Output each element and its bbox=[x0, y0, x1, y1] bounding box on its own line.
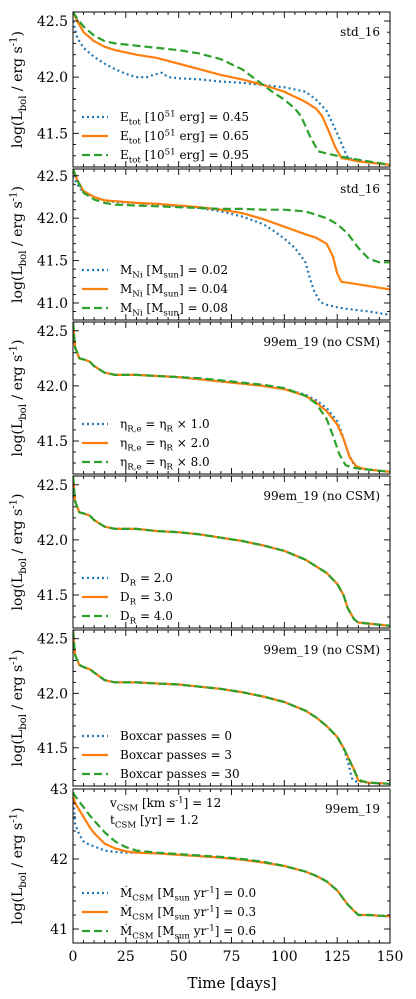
x-tick-label: 0 bbox=[69, 949, 78, 965]
y-tick-label: 43 bbox=[50, 782, 68, 798]
legend-label: MNi [Msun] = 0.08 bbox=[120, 301, 228, 319]
x-axis-label: Time [days] bbox=[187, 974, 276, 992]
y-tick-label: 42.5 bbox=[37, 478, 68, 494]
legend-label: ηR,e = ηR × 8.0 bbox=[120, 455, 210, 473]
y-tick-label: 42.0 bbox=[37, 211, 68, 227]
legend-label: Etot [1051 erg] = 0.95 bbox=[120, 147, 249, 165]
legend-label: DR = 2.0 bbox=[120, 571, 173, 589]
y-tick-label: 41.5 bbox=[37, 588, 68, 604]
panel-tag: 99em_19 (no CSM) bbox=[263, 489, 380, 503]
x-tick-label: 50 bbox=[170, 949, 188, 965]
y-tick-label: 42.5 bbox=[37, 14, 68, 30]
panel-6: 41 42 43 log(Lbol / erg s-1) 99em_19 vCSM [km… bbox=[9, 782, 404, 965]
y-axis-label: log(Lbol / erg s-1) bbox=[9, 494, 30, 611]
y-tick-label: 42.0 bbox=[37, 379, 68, 395]
y-tick-label: 42.5 bbox=[37, 169, 68, 185]
legend-label: ṀCSM [Msun yr-1] = 0.3 bbox=[120, 904, 256, 923]
legend-label: MNi [Msun] = 0.04 bbox=[120, 282, 228, 300]
y-tick-label: 42.5 bbox=[37, 324, 68, 340]
panel-tag: std_16 bbox=[340, 25, 380, 39]
series-line-orange bbox=[73, 12, 390, 166]
series-line-orange bbox=[73, 169, 390, 291]
y-tick-label: 41.5 bbox=[37, 254, 68, 270]
legend-label: ṀCSM [Msun yr-1] = 0.0 bbox=[120, 885, 256, 904]
legend-label: ṀCSM [Msun yr-1] = 0.6 bbox=[120, 923, 256, 942]
series-line-green bbox=[73, 630, 390, 785]
legend-label: Etot [1051 erg] = 0.65 bbox=[120, 128, 249, 146]
series-line-green bbox=[73, 12, 390, 166]
series-line-green bbox=[73, 476, 390, 627]
x-tick-label: 25 bbox=[117, 949, 135, 965]
y-axis-label: log(Lbol / erg s-1) bbox=[9, 340, 30, 457]
legend-label: Boxcar passes = 0 bbox=[120, 729, 232, 743]
x-tick-label: 100 bbox=[271, 949, 298, 965]
y-tick-label: 42 bbox=[50, 852, 68, 868]
annotation-text: vCSM [km s-1] = 12 bbox=[109, 795, 221, 813]
panel-tag: std_16 bbox=[340, 182, 380, 196]
panel-tag: 99em_19 (no CSM) bbox=[263, 643, 380, 657]
annotation-text: tCSM [yr] = 1.2 bbox=[110, 813, 199, 831]
y-tick-label: 42.5 bbox=[37, 632, 68, 648]
y-axis-label: log(Lbol / erg s-1) bbox=[9, 31, 30, 148]
y-tick-label: 42.0 bbox=[37, 533, 68, 549]
panel-2: 41.0 41.5 42.0 42.5 log(Lbol / erg s-1) std_1… bbox=[9, 168, 391, 321]
series-line-green bbox=[73, 322, 390, 473]
y-axis-label: log(Lbol / erg s-1) bbox=[9, 186, 30, 303]
y-axis-label: log(Lbol / erg s-1) bbox=[9, 650, 30, 767]
legend-label: Boxcar passes = 30 bbox=[120, 767, 240, 781]
x-tick-label: 150 bbox=[377, 949, 404, 965]
panel-5: 41.5 42.0 42.5 log(Lbol / erg s-1) 99em_19 (… bbox=[9, 629, 391, 787]
panel-tag: 99em_19 bbox=[325, 802, 380, 816]
y-tick-label: 41.5 bbox=[37, 126, 68, 142]
panel-1: 41.5 42.0 42.5 log(Lbol / erg s-1) std_16 Eto… bbox=[9, 11, 391, 168]
legend-label: Boxcar passes = 3 bbox=[120, 748, 232, 762]
y-axis-label: log(Lbol / erg s-1) bbox=[9, 808, 30, 925]
y-tick-label: 41 bbox=[50, 922, 68, 938]
y-tick-label: 41.5 bbox=[37, 434, 68, 450]
series-line-blue bbox=[73, 20, 390, 166]
y-tick-label: 42.0 bbox=[37, 70, 68, 86]
y-tick-label: 41.0 bbox=[37, 296, 68, 312]
series-line-green bbox=[73, 791, 390, 918]
x-tick-label: 75 bbox=[223, 949, 241, 965]
y-tick-label: 41.5 bbox=[37, 741, 68, 757]
panel-tag: 99em_19 (no CSM) bbox=[263, 335, 380, 349]
legend-label: ηR,e = ηR × 1.0 bbox=[120, 417, 210, 435]
legend-label: DR = 3.0 bbox=[120, 590, 173, 608]
panel-4: 41.5 42.0 42.5 log(Lbol / erg s-1) 99em_19 (… bbox=[9, 475, 391, 629]
panel-3: 41.5 42.0 42.5 log(Lbol / erg s-1) 99em_19 (… bbox=[9, 321, 391, 475]
legend-label: MNi [Msun] = 0.02 bbox=[120, 263, 228, 281]
legend-label: Etot [1051 erg] = 0.45 bbox=[120, 109, 249, 127]
legend-label: DR = 4.0 bbox=[120, 609, 173, 627]
legend-label: ηR,e = ηR × 2.0 bbox=[120, 436, 210, 454]
y-tick-label: 42.0 bbox=[37, 686, 68, 702]
x-tick-label: 125 bbox=[324, 949, 351, 965]
